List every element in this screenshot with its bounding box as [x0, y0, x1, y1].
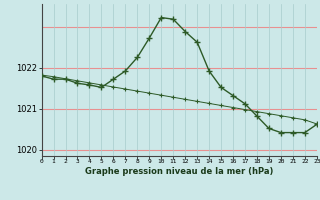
X-axis label: Graphe pression niveau de la mer (hPa): Graphe pression niveau de la mer (hPa) [85, 167, 273, 176]
